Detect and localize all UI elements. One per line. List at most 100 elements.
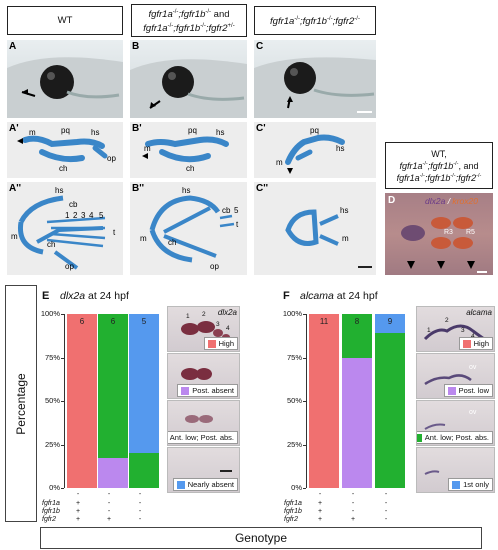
E-inset-gene: dlx2a	[217, 308, 237, 317]
panel-B1-cartilage: B' m pq hs ch	[130, 122, 247, 178]
header-wt: WT	[7, 6, 123, 35]
cart-label-m: m	[29, 128, 36, 137]
hdr-d2b: ;fgfr1b	[427, 160, 454, 171]
E-ytick-mark	[61, 401, 64, 402]
E-inset-near: Nearly absent	[167, 447, 240, 493]
label-E: E	[42, 290, 50, 302]
F-legend-post-swatch	[447, 386, 456, 395]
E-title-rest: at 24 hpf	[85, 290, 129, 302]
E-ytick-label: 0%	[49, 483, 60, 492]
E-inset-n3: 3	[216, 321, 220, 328]
F-legend-first-label: 1st only	[463, 480, 489, 489]
hdr-b2: fgfr1a	[143, 22, 168, 34]
E-bar-count: 5	[141, 317, 147, 326]
xlabel: Genotype	[234, 531, 288, 545]
label-B2: B''	[132, 183, 144, 194]
embryo-B-image	[130, 59, 247, 118]
cart-label-n3: 3	[81, 211, 86, 220]
label-D: D	[388, 195, 396, 206]
F-genotype-row-label: fgfr2	[284, 516, 299, 523]
cart-label-ch-b2: ch	[168, 238, 177, 247]
E-title-gene: dlx2a	[60, 290, 86, 302]
hdr-b2s: -/-	[167, 22, 174, 29]
F-genotype-value: -	[384, 500, 388, 507]
label-C2: C''	[256, 183, 268, 194]
cart-label-m-c2: m	[342, 234, 349, 243]
F-legend-high: High	[458, 337, 493, 350]
cartilage-A2-drawing	[17, 195, 106, 270]
F-inset-ant: ov Ant. low; Post. abs.	[416, 400, 495, 446]
F-ytick-label: 50%	[286, 396, 302, 405]
header-D: WT, fgfr1a-/-;fgfr1b-/-, and fgfr1a-/-;f…	[385, 142, 493, 189]
E-ytick-mark	[61, 488, 64, 489]
E-title: dlx2a at 24 hpf	[60, 290, 129, 302]
cartilage-B2-drawing	[149, 195, 235, 263]
E-genotype-value: -	[107, 500, 111, 507]
F-ytick-mark	[303, 488, 306, 489]
F-inset-first: 1st only	[416, 447, 495, 493]
E-legend-near: Nearly absent	[172, 478, 238, 491]
hdr-b2cs: +/-	[227, 22, 235, 29]
panel-C-photo: C	[254, 40, 376, 118]
F-genotype-row-label: fgfr1a	[284, 500, 302, 507]
F-genotype-value: -	[384, 508, 388, 515]
F-inset-gene: alcama	[466, 308, 492, 317]
header-wt-text: WT	[57, 15, 73, 26]
F-genotype-dash: -	[384, 491, 388, 498]
hdr-d3bs: -/-	[450, 172, 456, 179]
ylabel: Percentage	[14, 372, 28, 435]
hdr-c1cs: -/-	[354, 15, 360, 22]
F-title: alcama at 24 hpf	[300, 290, 378, 302]
E-legend-high: High	[203, 337, 238, 350]
E-genotype-value: +	[75, 516, 81, 523]
F-ytick-mark	[303, 314, 306, 315]
F-title-gene: alcama	[300, 290, 334, 302]
F-ytick-mark	[303, 357, 306, 359]
F-ytick-label: 25%	[286, 439, 302, 449]
d-slash: /	[445, 196, 453, 206]
E-genotype-dash: -	[76, 491, 80, 498]
E-genotype-value: +	[75, 508, 81, 515]
cart-label-pq: pq	[61, 126, 70, 135]
E-inset-post-image	[181, 368, 212, 380]
label-B1: B'	[132, 123, 142, 134]
E-bar-segment	[98, 458, 128, 488]
F-inset-high: alcama 1 2 3 4 High	[416, 306, 495, 352]
F-bar-segment	[342, 314, 372, 358]
d-label-r3: R3	[444, 229, 453, 236]
cartilage-B1-drawing	[142, 136, 229, 163]
F-legend-first-swatch	[452, 480, 461, 489]
E-legend-ant: Ant. low; Post. abs.	[168, 431, 238, 444]
F-bar-count: 11	[319, 317, 329, 326]
hindbrain-D-image	[401, 217, 487, 273]
hdr-d1: WT,	[431, 148, 447, 159]
F-genotype-row-label: fgfr1b	[284, 508, 302, 515]
panel-C1-cartilage: C' pq hs m	[254, 122, 376, 178]
embryo-C-image	[254, 57, 376, 118]
d-gene-legend: dlx2a / krox20	[425, 196, 478, 206]
F-inset-ant-image	[424, 423, 446, 430]
E-legend-ant-label: Ant. low; Post. abs.	[169, 433, 234, 442]
F-ytick-label: 100%	[282, 309, 302, 318]
F-inset-n3: 3	[461, 327, 465, 334]
hdr-d3a: fgfr1a	[396, 172, 420, 183]
F-genotype-value: +	[317, 500, 323, 507]
cart-label-hs-c1: hs	[336, 144, 345, 153]
cart-label-pq-c1: pq	[310, 126, 319, 135]
hdr-c1: fgfr1a	[270, 16, 295, 28]
cart-label-t-b2: t	[236, 220, 239, 229]
E-genotype-row-label: fgfr1a	[42, 500, 60, 507]
cart-label-n1: 1	[65, 211, 70, 220]
hdr-b2c: ;fgfr2	[205, 22, 228, 34]
ylabel-box: Percentage	[5, 285, 37, 522]
hdr-d2as: -/-	[422, 160, 428, 167]
panel-C2-cartilage: C'' hs m	[254, 182, 376, 275]
E-legend-near-swatch	[176, 480, 185, 489]
cart-label-op: op	[107, 154, 116, 163]
F-inset-n2: 2	[445, 317, 449, 324]
F-y-axis	[306, 314, 307, 488]
E-ytick-label: 25%	[44, 439, 60, 449]
E-genotype-value: +	[106, 516, 112, 523]
hdr-band: and	[211, 9, 230, 21]
d-gene2: krox20	[452, 196, 478, 206]
